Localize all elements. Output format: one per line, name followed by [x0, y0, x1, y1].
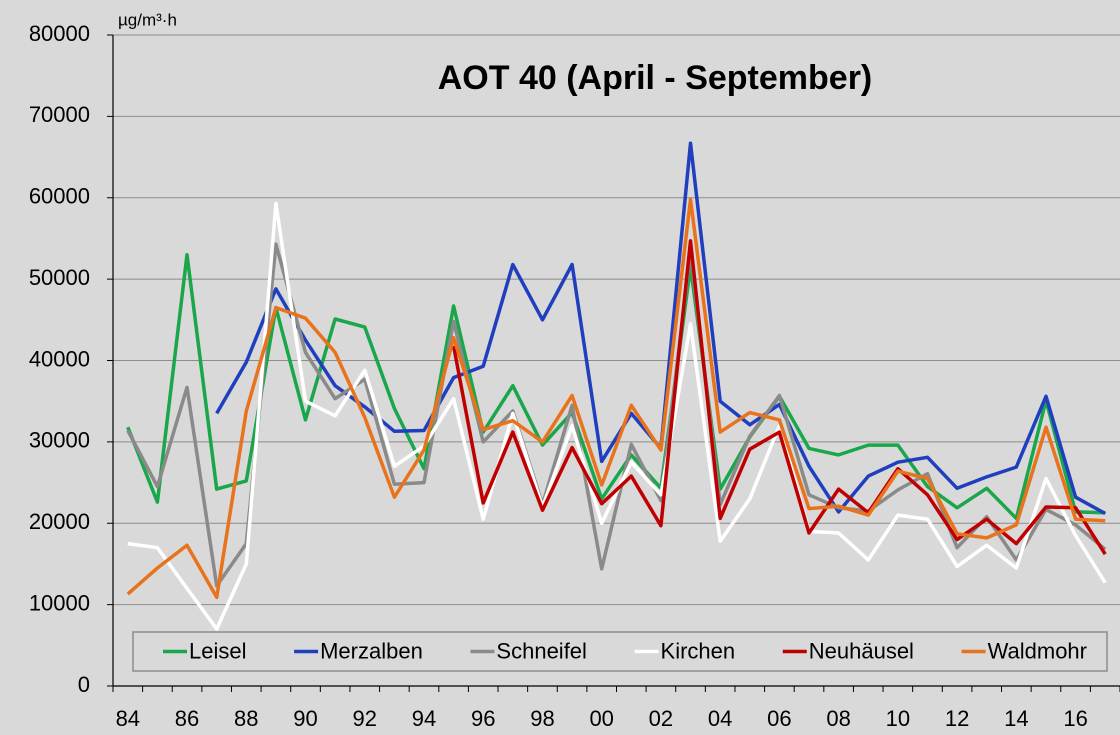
x-tick-label: 90 — [293, 706, 317, 731]
x-tick-label: 86 — [175, 706, 199, 731]
legend-label: Kirchen — [661, 638, 736, 663]
y-tick-label: 60000 — [29, 184, 90, 209]
series-line — [127, 201, 1107, 631]
x-tick-label: 98 — [530, 706, 554, 731]
y-tick-label: 40000 — [29, 346, 90, 371]
y-tick-label: 20000 — [29, 509, 90, 534]
y-tick-label: 10000 — [29, 590, 90, 615]
x-tick-label: 94 — [412, 706, 436, 731]
y-tick-label: 30000 — [29, 428, 90, 453]
x-tick-label: 96 — [471, 706, 495, 731]
legend-label: Merzalben — [320, 638, 423, 663]
x-tick-label: 14 — [1004, 706, 1028, 731]
x-tick-label: 06 — [767, 706, 791, 731]
legend-label: Leisel — [189, 638, 246, 663]
legend-label: Neuhäusel — [809, 638, 914, 663]
x-tick-label: 10 — [886, 706, 910, 731]
y-tick-label: 50000 — [29, 265, 90, 290]
x-tick-label: 88 — [234, 706, 258, 731]
chart-title: AOT 40 (April - September) — [438, 59, 873, 97]
x-tick-label: 00 — [589, 706, 613, 731]
y-tick-label: 80000 — [29, 21, 90, 46]
x-tick-label: 92 — [353, 706, 377, 731]
legend-label: Schneifel — [496, 638, 587, 663]
legend-label: Waldmohr — [988, 638, 1087, 663]
x-tick-label: 02 — [649, 706, 673, 731]
y-tick-label: 0 — [78, 672, 90, 697]
legend-box — [132, 631, 1108, 672]
y-tick-label: 70000 — [29, 102, 90, 127]
x-tick-label: 12 — [945, 706, 969, 731]
y-unit: µg/m³·h — [118, 10, 177, 29]
series-line — [215, 141, 1107, 516]
series-line — [126, 197, 1106, 600]
x-tick-label: 84 — [116, 706, 140, 731]
x-tick-label: 04 — [708, 706, 732, 731]
x-tick-label: 16 — [1063, 706, 1087, 731]
series-line — [451, 239, 1107, 556]
series-line — [126, 252, 1106, 521]
x-tick-label: 08 — [826, 706, 850, 731]
